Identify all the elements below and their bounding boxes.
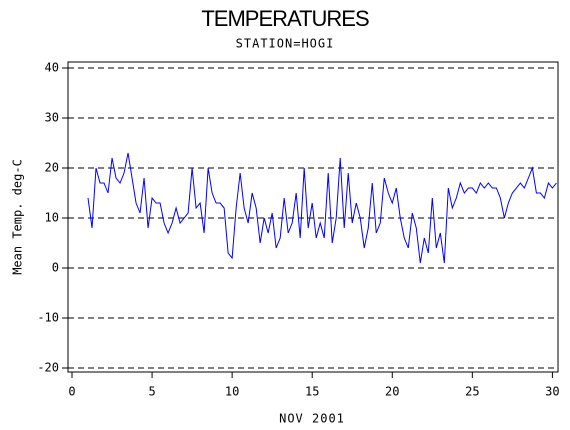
x-axis-label: NOV 2001 (279, 412, 345, 426)
chart-title: TEMPERATURES (201, 6, 369, 31)
y-tick-label: -20 (37, 361, 59, 375)
x-tick-label: 15 (305, 385, 319, 399)
y-tick-label: 10 (45, 211, 59, 225)
y-tick-label: 40 (45, 61, 59, 75)
plot-frame (67, 61, 559, 373)
y-tick-label: 30 (45, 111, 59, 125)
y-tick-label: 20 (45, 161, 59, 175)
data-line (87, 152, 557, 264)
x-tick-label: 30 (545, 385, 559, 399)
x-tick-label: 0 (68, 385, 75, 399)
x-tick-label: 10 (225, 385, 239, 399)
y-tick-label: -10 (37, 311, 59, 325)
y-axis-label: Mean Temp. deg-C (11, 159, 25, 275)
x-tick-label: 25 (465, 385, 479, 399)
x-tick-label: 5 (148, 385, 155, 399)
x-tick-label: 20 (385, 385, 399, 399)
y-tick-label: 0 (52, 261, 59, 275)
chart-subtitle: STATION=HOGI (236, 37, 335, 51)
